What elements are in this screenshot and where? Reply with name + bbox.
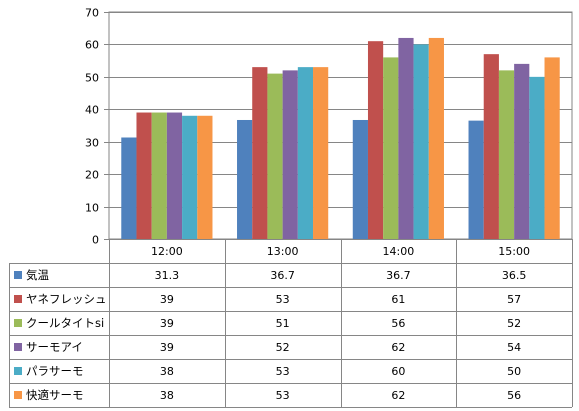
data-label: 52 [276,341,290,354]
bar [483,54,499,240]
data-label: 51 [276,317,290,330]
data-label: 53 [276,365,290,378]
x-tick-label: 13:00 [267,245,299,258]
data-label: 36.7 [270,269,295,282]
x-tick-label: 15:00 [498,245,530,258]
bar [367,41,384,239]
legend-label: ヤネフレッシュ [26,292,107,306]
data-label: 36.7 [386,269,411,282]
y-tick-label: 20 [85,169,99,182]
bar [197,115,213,239]
legend-label: クールタイトsi [26,316,104,330]
bar [514,63,530,240]
bar [313,67,329,239]
data-label: 39 [160,341,174,354]
legend-label: パラサーモ [26,364,84,378]
data-label: 56 [391,317,405,330]
x-tick-label: 12:00 [151,245,183,258]
bar [468,120,484,239]
legend-label: 快適サーモ [26,388,84,402]
bar [182,115,198,239]
bar [383,57,399,240]
legend-swatch [14,319,22,327]
legend-label: サーモアイ [26,340,83,354]
data-label: 53 [276,389,290,402]
data-label: 39 [160,293,174,306]
bar [544,57,560,240]
bar [136,112,152,239]
bar [252,67,268,239]
data-label: 62 [391,389,405,402]
x-tick-label: 14:00 [383,245,415,258]
legend-swatch [14,343,22,351]
legend-swatch [14,295,22,303]
legend-label: 気温 [26,268,49,282]
legend-swatch [14,367,22,375]
data-label: 62 [391,341,405,354]
legend-swatch [14,391,22,399]
bar [166,112,183,239]
y-tick-label: 60 [85,39,99,52]
data-label: 52 [507,317,521,330]
bar [297,67,314,239]
data-label: 54 [507,341,521,354]
bar [398,37,414,239]
y-tick-label: 30 [85,137,99,150]
bar [282,70,298,239]
bar [151,112,167,239]
y-tick-label: 50 [85,72,99,85]
y-tick-label: 40 [85,104,99,117]
bar [352,119,368,239]
data-label: 61 [391,293,405,306]
bar [498,70,515,239]
data-label: 56 [507,389,521,402]
data-label: 60 [391,365,405,378]
y-tick-label: 70 [85,7,99,20]
bar [121,137,137,239]
data-label: 39 [160,317,174,330]
legend-swatch [14,271,22,279]
data-label: 38 [160,365,174,378]
data-label: 36.5 [502,269,527,282]
y-tick-label: 10 [85,202,99,215]
data-label: 50 [507,365,521,378]
bar [428,37,444,239]
data-label: 38 [160,389,174,402]
data-label: 31.3 [155,269,180,282]
bar [237,119,253,239]
bar [413,44,429,239]
y-tick-label: 0 [92,234,99,247]
bar [529,76,545,239]
data-label: 57 [507,293,521,306]
bar [267,73,283,239]
data-label: 53 [276,293,290,306]
